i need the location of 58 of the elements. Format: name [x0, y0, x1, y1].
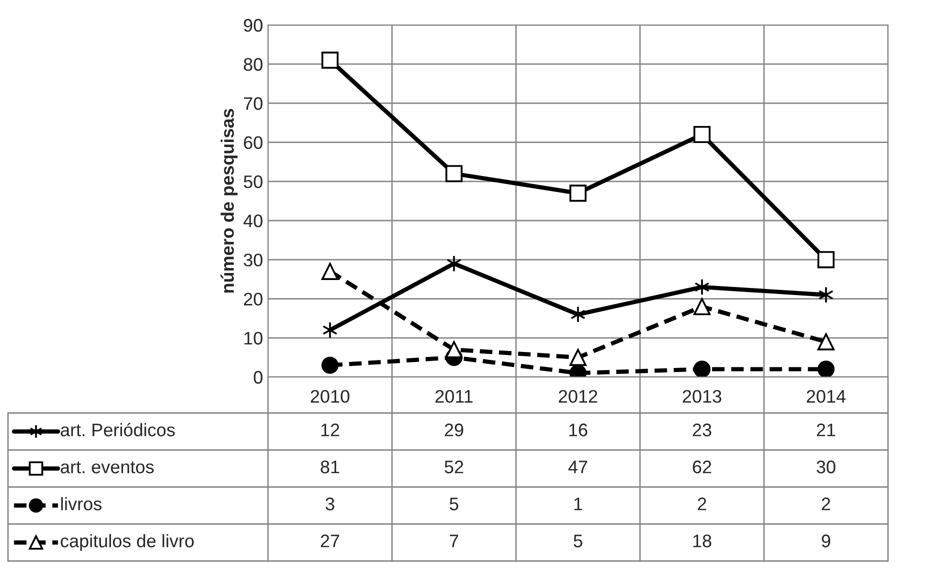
y-tick-label: 0 [254, 370, 262, 384]
data-label: 12 [321, 424, 340, 436]
data-label: 29 [444, 424, 464, 436]
y-tick-label: 60 [244, 136, 262, 150]
point [321, 262, 339, 280]
data-label: 2 [698, 498, 706, 510]
y-axis-title: número de pesquisas [220, 108, 238, 293]
data-label: 3 [326, 498, 334, 510]
y-tick-label: 50 [244, 175, 262, 188]
legend-label: capitulos de livro [60, 534, 194, 551]
data-label: 5 [574, 534, 582, 548]
data-label: 16 [569, 424, 588, 436]
data-label: 9 [822, 534, 830, 548]
y-tick-label: 10 [244, 332, 262, 345]
point [321, 356, 339, 374]
y-tick-label: 70 [244, 97, 262, 110]
legend-label: art. eventos [60, 461, 154, 474]
y-tick-label: 30 [244, 254, 262, 266]
point [817, 333, 835, 350]
data-label: 18 [693, 534, 712, 548]
data-label: 21 [816, 424, 836, 436]
point [693, 360, 711, 377]
point [321, 52, 339, 69]
data-label: 5 [450, 498, 458, 510]
point [570, 306, 586, 323]
point [818, 286, 834, 304]
data-label: 47 [568, 460, 588, 474]
x-tick-label: 2014 [806, 390, 846, 403]
data-label: 27 [320, 534, 340, 548]
point [693, 126, 711, 144]
data-label: 52 [444, 460, 464, 474]
point [445, 341, 463, 358]
point [322, 322, 338, 339]
data-label: 81 [320, 460, 340, 474]
point [569, 348, 587, 366]
x-tick-label: 2010 [310, 390, 350, 403]
point [569, 184, 587, 202]
legend-label: livros [61, 497, 102, 510]
x-tick-label: 2011 [435, 390, 473, 403]
data-label: 7 [450, 534, 458, 548]
legend-label: art. Periódicos [60, 422, 175, 436]
point [693, 298, 711, 316]
y-tick-label: 20 [244, 292, 262, 306]
point [445, 165, 463, 182]
data-label: 23 [692, 424, 712, 436]
point [817, 251, 835, 268]
y-tick-label: 80 [244, 58, 262, 71]
y-tick-label: 40 [243, 214, 262, 228]
x-tick-label: 2013 [682, 390, 722, 403]
data-label: 62 [692, 460, 712, 474]
data-label: 2 [822, 498, 830, 510]
point [446, 255, 462, 272]
y-tick-label: 90 [244, 18, 262, 32]
point [694, 278, 710, 296]
point [817, 360, 835, 377]
data-label: 1 [574, 498, 582, 510]
data-label: 30 [816, 460, 836, 474]
x-tick-label: 2012 [558, 390, 598, 403]
